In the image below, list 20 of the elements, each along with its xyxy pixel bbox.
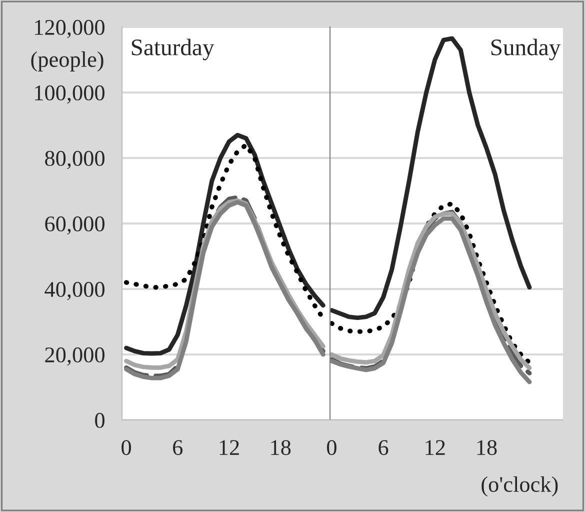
x-tick-label: 18 bbox=[271, 440, 291, 456]
y-tick-label: 80,000 bbox=[45, 150, 104, 170]
x-tick-label: 12 bbox=[220, 440, 239, 455]
annotation: Sunday bbox=[491, 38, 561, 60]
y-axis-title: (people) bbox=[31, 51, 104, 72]
y-tick-label: 100,000 bbox=[35, 85, 104, 104]
x-tick-label: 0 bbox=[122, 440, 131, 456]
y-tick-label: 60,000 bbox=[45, 216, 104, 235]
x-tick-label: 18 bbox=[477, 440, 497, 456]
y-tick-label: 120,000 bbox=[35, 20, 104, 38]
y-tick-label: 40,000 bbox=[44, 282, 104, 300]
line-series bbox=[124, 132, 326, 356]
y-tick-label: 20,000 bbox=[45, 347, 104, 366]
annotation: Saturday bbox=[132, 38, 214, 60]
x-axis-title: (o'clock) bbox=[482, 476, 558, 496]
x-tick-label: 0 bbox=[327, 440, 336, 456]
x-tick-label: 6 bbox=[173, 440, 183, 456]
x-tick-label: 12 bbox=[426, 440, 445, 455]
x-tick-label: 6 bbox=[378, 440, 388, 456]
y-tick-label: 0 bbox=[95, 412, 104, 428]
